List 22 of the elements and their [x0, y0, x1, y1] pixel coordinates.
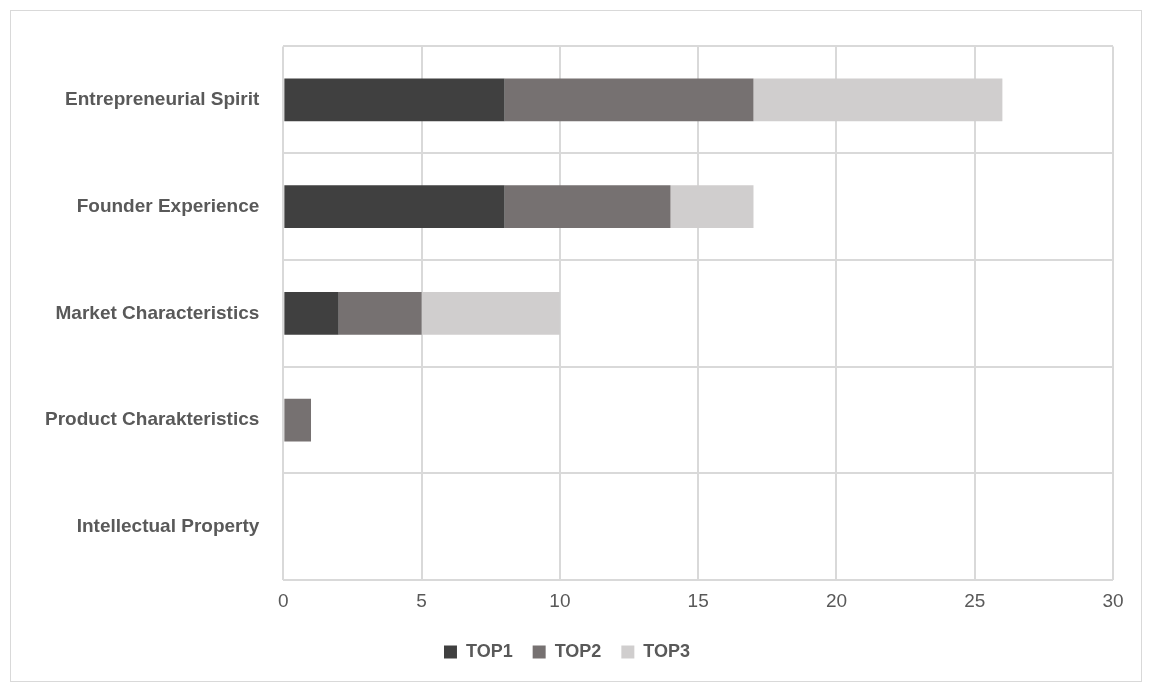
x-tick-label: 0 [278, 589, 289, 611]
bar [284, 185, 505, 228]
bar [284, 398, 312, 442]
y-tick-label: Market Characteristics [55, 301, 260, 323]
x-tick-label: 30 [1102, 589, 1124, 611]
x-tick-label: 15 [687, 589, 709, 611]
legend-label: TOP3 [643, 640, 691, 661]
x-tick-label: 20 [825, 589, 848, 611]
bar [338, 291, 422, 335]
legend-label: TOP1 [465, 640, 513, 661]
bar [504, 185, 671, 228]
legend-label: TOP2 [554, 640, 602, 661]
y-tick-label: Entrepreneurial Spirit [65, 88, 261, 110]
bar [284, 291, 339, 335]
x-tick-label: 25 [964, 589, 986, 611]
bar [284, 78, 505, 122]
bar [504, 78, 754, 122]
y-tick-label: Product Charakteristics [44, 408, 260, 430]
x-tick-label: 10 [549, 589, 571, 611]
y-tick-label: Intellectual Property [76, 515, 260, 537]
x-tick-label: 5 [416, 589, 427, 611]
y-tick-label: Founder Experience [76, 194, 260, 216]
